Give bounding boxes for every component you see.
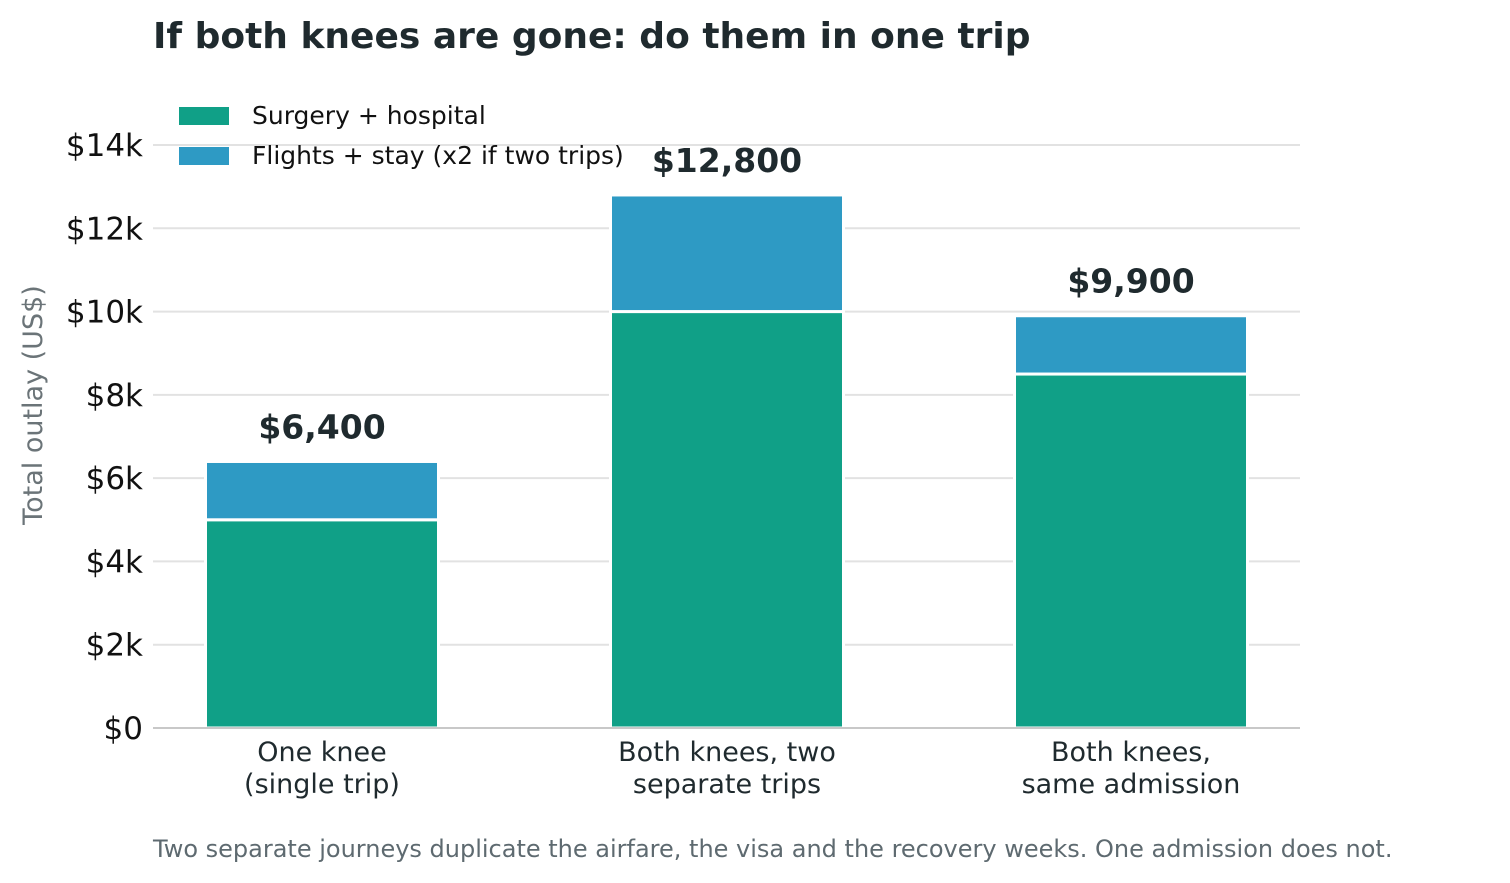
legend-label: Surgery + hospital	[252, 101, 486, 130]
bars	[204, 193, 1249, 730]
y-tick-label: $12k	[66, 211, 143, 247]
chart-title: If both knees are gone: do them in one t…	[153, 16, 1031, 57]
x-tick-label: Both knees, two	[618, 737, 836, 768]
y-tick-label: $6k	[86, 461, 143, 497]
legend: Surgery + hospital Flights + stay (x2 if …	[179, 101, 624, 170]
y-tick-label: $8k	[86, 378, 143, 414]
caption: Two separate journeys duplicate the airf…	[152, 835, 1392, 863]
total-label: $9,900	[1067, 262, 1194, 301]
x-tick-label: (single trip)	[244, 769, 400, 800]
x-tick-label: Both knees,	[1051, 737, 1211, 768]
bar-segment	[204, 518, 440, 730]
y-tick-label: $10k	[66, 295, 143, 331]
bar-segment	[1013, 314, 1249, 376]
bar-segment	[609, 193, 845, 314]
total-label: $6,400	[258, 407, 385, 446]
y-axis-label: Total outlay (US$)	[18, 285, 49, 526]
bar-segment	[1013, 372, 1249, 730]
y-tick-label: $14k	[66, 128, 143, 164]
x-tick-label: separate trips	[633, 769, 821, 800]
legend-label: Flights + stay (x2 if two trips)	[252, 141, 624, 170]
y-tick-label: $2k	[86, 628, 143, 664]
y-axis-ticks: $0 $2k $4k $6k $8k $10k $12k $14k	[66, 128, 143, 747]
y-tick-label: $0	[104, 711, 143, 747]
y-tick-label: $4k	[86, 544, 143, 580]
total-labels: $6,400 $12,800 $9,900	[258, 141, 1194, 447]
x-tick-label: One knee	[257, 737, 387, 768]
x-axis-categories: One knee(single trip) Both knees, twosepa…	[244, 737, 1240, 800]
bar-segment	[609, 310, 845, 730]
total-label: $12,800	[652, 141, 802, 180]
legend-swatch	[179, 107, 229, 125]
bar-segment	[204, 459, 440, 522]
x-tick-label: same admission	[1022, 769, 1241, 800]
legend-swatch	[179, 147, 229, 165]
